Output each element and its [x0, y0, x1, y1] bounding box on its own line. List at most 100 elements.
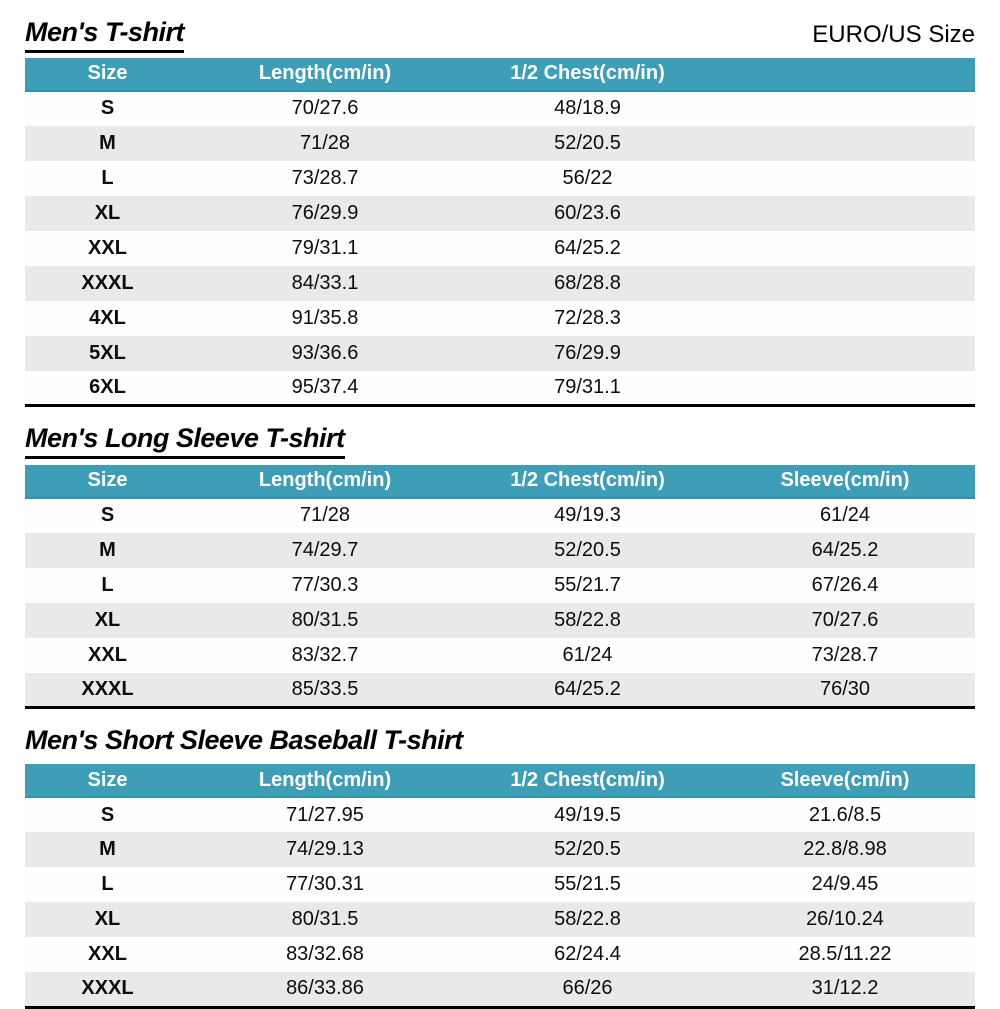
table-row: 6XL 95/37.4 79/31.1	[25, 370, 975, 406]
measurement-cell: 83/32.68	[286, 943, 364, 966]
size-cell: L	[101, 873, 114, 896]
measurement-cell: 76/30	[819, 678, 871, 701]
measurement-cell: 79/31.1	[291, 236, 359, 259]
column-header: Length(cm/in)	[190, 764, 460, 799]
empty-cell	[715, 126, 975, 161]
measurement-cell: 22.8/8.98	[803, 838, 887, 861]
column-header: 1/2 Chest(cm/in)	[460, 764, 715, 799]
size-cell: XL	[94, 908, 121, 931]
size-cell: 6XL	[89, 375, 126, 398]
table-row: S 71/27.95 49/19.5 21.6/8.5	[25, 797, 975, 833]
measurement-cell: 73/28.7	[811, 643, 879, 666]
table-row: XL 80/31.5 58/22.8 26/10.24	[25, 902, 975, 938]
size-cell: L	[101, 573, 114, 596]
measurement-cell: 49/19.3	[554, 504, 621, 527]
measurement-cell: 58/22.8	[554, 608, 621, 631]
mens-long-sleeve-tshirt-size-table: Size Length(cm/in) 1/2 Chest(cm/in) Sleeve(…	[25, 464, 975, 710]
empty-cell	[715, 161, 975, 196]
column-header: 1/2 Chest(cm/in)	[460, 464, 715, 499]
table-body: S 70/27.6 48/18.9 M 71/28 52/20.5 L 73/28.7 56/2…	[25, 90, 975, 406]
column-header: Size	[25, 464, 190, 499]
measurement-cell: 56/22	[562, 166, 613, 189]
size-cell: M	[99, 131, 116, 154]
measurement-cell: 71/28	[299, 504, 351, 527]
table-title-mens-tshirt: Men's T-shirt	[25, 17, 184, 53]
column-header: Sleeve(cm/in)	[715, 464, 975, 499]
measurement-cell: 73/28.7	[291, 166, 359, 189]
measurement-cell: 70/27.6	[291, 97, 359, 120]
column-header-row: Size Length(cm/in) 1/2 Chest(cm/in) Sleeve(…	[25, 464, 975, 499]
measurement-cell: 76/29.9	[554, 341, 621, 364]
measurement-cell: 76/29.9	[291, 201, 359, 224]
measurement-cell: 66/26	[562, 977, 613, 1000]
column-header: 1/2 Chest(cm/in)	[460, 57, 715, 92]
table-row: S 71/28 49/19.3 61/24	[25, 497, 975, 533]
column-header-empty	[715, 57, 975, 92]
table-row: XXXL 84/33.1 68/28.8	[25, 265, 975, 301]
measurement-cell: 52/20.5	[554, 131, 621, 154]
measurement-cell: 64/25.2	[554, 236, 621, 259]
column-header-row: Size Length(cm/in) 1/2 Chest(cm/in)	[25, 57, 975, 92]
measurement-cell: 83/32.7	[291, 643, 359, 666]
column-header: Size	[25, 57, 190, 92]
table-row: XXXL 86/33.86 66/26 31/12.2	[25, 972, 975, 1008]
size-cell: XL	[94, 608, 121, 631]
table-title-mens-short-sleeve-baseball-tshirt: Men's Short Sleeve Baseball T-shirt	[25, 725, 463, 756]
empty-cell	[715, 196, 975, 231]
measurement-cell: 62/24.4	[554, 943, 621, 966]
measurement-cell: 68/28.8	[554, 271, 621, 294]
column-header: Size	[25, 764, 190, 799]
measurement-cell: 80/31.5	[291, 908, 359, 931]
table-title-mens-long-sleeve-tshirt: Men's Long Sleeve T-shirt	[25, 423, 345, 459]
size-cell: XXL	[88, 236, 127, 259]
measurement-cell: 55/21.7	[554, 573, 621, 596]
size-cell: M	[99, 838, 116, 861]
size-cell: 4XL	[89, 306, 126, 329]
measurement-cell: 79/31.1	[554, 375, 621, 398]
table-body: S 71/27.95 49/19.5 21.6/8.5 M 74/29.13 52/20.5…	[25, 797, 975, 1008]
size-cell: XXXL	[81, 678, 134, 701]
column-header: Length(cm/in)	[190, 464, 460, 499]
table-row: M 71/28 52/20.5	[25, 125, 975, 161]
measurement-cell: 71/27.95	[286, 803, 364, 826]
measurement-cell: 49/19.5	[554, 803, 621, 826]
measurement-cell: 26/10.24	[806, 908, 884, 931]
size-standard-label: EURO/US Size	[812, 21, 975, 49]
table-row: XXL 83/32.68 62/24.4 28.5/11.22	[25, 937, 975, 973]
empty-cell	[715, 336, 975, 371]
measurement-cell: 86/33.86	[286, 977, 364, 1000]
size-cell: XXL	[88, 643, 127, 666]
table-row: L 77/30.31 55/21.5 24/9.45	[25, 867, 975, 903]
table-row: M 74/29.13 52/20.5 22.8/8.98	[25, 832, 975, 868]
size-cell: XXXL	[81, 977, 134, 1000]
empty-cell	[715, 266, 975, 301]
measurement-cell: 21.6/8.5	[808, 803, 882, 826]
table-row: 4XL 91/35.8 72/28.3	[25, 300, 975, 336]
table-row: XL 80/31.5 58/22.8 70/27.6	[25, 602, 975, 638]
measurement-cell: 74/29.7	[291, 538, 359, 561]
measurement-cell: 28.5/11.22	[798, 943, 892, 966]
column-header: Length(cm/in)	[190, 57, 460, 92]
column-header-row: Size Length(cm/in) 1/2 Chest(cm/in) Sleeve(…	[25, 764, 975, 799]
size-cell: XXL	[88, 943, 127, 966]
measurement-cell: 77/30.31	[286, 873, 364, 896]
empty-cell	[715, 91, 975, 126]
size-cell: 5XL	[89, 341, 126, 364]
measurement-cell: 71/28	[299, 131, 351, 154]
measurement-cell: 93/36.6	[291, 341, 359, 364]
size-cell: S	[100, 504, 115, 527]
table-body: S 71/28 49/19.3 61/24 M 74/29.7 52/20.5 64/25.2…	[25, 497, 975, 708]
table-row: XXL 79/31.1 64/25.2	[25, 230, 975, 266]
measurement-cell: 31/12.2	[811, 977, 879, 1000]
measurement-cell: 52/20.5	[554, 838, 621, 861]
column-header: Sleeve(cm/in)	[715, 764, 975, 799]
measurement-cell: 85/33.5	[291, 678, 359, 701]
empty-cell	[715, 371, 975, 406]
empty-cell	[715, 301, 975, 336]
table-row: S 70/27.6 48/18.9	[25, 90, 975, 126]
measurement-cell: 91/35.8	[291, 306, 359, 329]
measurement-cell: 84/33.1	[291, 271, 359, 294]
measurement-cell: 64/25.2	[554, 678, 621, 701]
mens-tshirt-size-table: Size Length(cm/in) 1/2 Chest(cm/in) S 70/27.…	[25, 57, 975, 408]
